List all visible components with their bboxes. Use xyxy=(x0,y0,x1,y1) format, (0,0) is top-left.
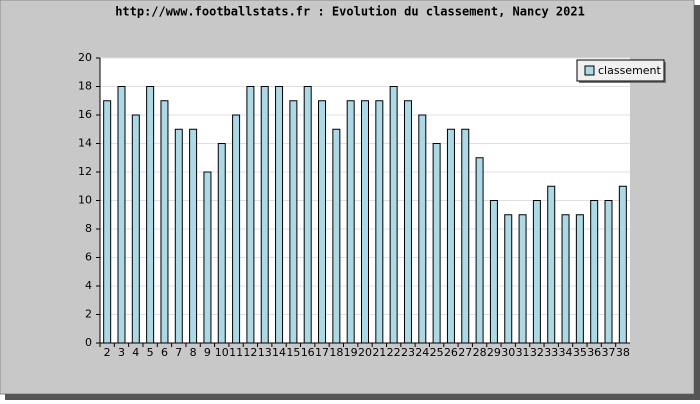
bar xyxy=(146,86,155,344)
bar xyxy=(332,128,341,344)
x-tick-label: 10 xyxy=(215,346,229,359)
bar xyxy=(103,100,112,344)
x-tick-label: 17 xyxy=(315,346,329,359)
bar xyxy=(174,128,183,344)
y-tick-label: 12 xyxy=(78,165,92,178)
x-tick-label: 14 xyxy=(272,346,286,359)
x-tick-label: 4 xyxy=(132,346,139,359)
x-tick-label: 32 xyxy=(530,346,544,359)
bar xyxy=(275,86,284,344)
y-tick-label: 8 xyxy=(85,222,92,235)
bar xyxy=(246,86,255,344)
x-tick-label: 38 xyxy=(616,346,630,359)
shadow xyxy=(5,394,700,400)
x-tick-label: 2 xyxy=(104,346,111,359)
y-tick-label: 14 xyxy=(78,137,92,150)
x-tick-label: 25 xyxy=(430,346,444,359)
bar xyxy=(117,86,126,344)
y-tick-label: 0 xyxy=(85,336,92,349)
x-tick-label: 18 xyxy=(329,346,343,359)
bar xyxy=(289,100,298,344)
y-tick-label: 10 xyxy=(78,194,92,207)
bar xyxy=(203,171,212,344)
x-tick-label: 22 xyxy=(387,346,401,359)
x-tick-label: 16 xyxy=(301,346,315,359)
y-tick-label: 18 xyxy=(78,80,92,93)
x-tick-label: 37 xyxy=(602,346,616,359)
bar xyxy=(418,114,427,344)
shadow xyxy=(694,5,700,400)
x-tick-label: 11 xyxy=(229,346,243,359)
x-tick-label: 29 xyxy=(487,346,501,359)
x-tick-label: 35 xyxy=(573,346,587,359)
x-tick-label: 15 xyxy=(286,346,300,359)
x-tick-label: 31 xyxy=(516,346,530,359)
x-tick-label: 33 xyxy=(544,346,558,359)
bar xyxy=(318,100,327,344)
bar xyxy=(160,100,169,344)
x-tick-label: 21 xyxy=(372,346,386,359)
bar xyxy=(432,143,441,344)
bar xyxy=(547,185,556,344)
x-tick-label: 7 xyxy=(175,346,182,359)
bar xyxy=(590,200,599,344)
legend-box xyxy=(576,59,665,82)
x-tick-label: 13 xyxy=(258,346,272,359)
bar xyxy=(604,200,613,344)
bar xyxy=(475,157,484,344)
bar xyxy=(361,100,369,344)
bar xyxy=(232,114,241,344)
chart-title: http://www.footballstats.fr : Evolution … xyxy=(115,5,585,19)
bar xyxy=(375,100,384,344)
bar xyxy=(532,200,541,344)
x-tick-label: 8 xyxy=(190,346,197,359)
bar xyxy=(131,114,140,344)
x-tick-label: 27 xyxy=(458,346,472,359)
x-tick-label: 19 xyxy=(344,346,358,359)
bar xyxy=(346,100,355,344)
bar xyxy=(303,86,312,344)
bar xyxy=(518,214,527,344)
x-tick-label: 23 xyxy=(401,346,415,359)
legend-label: classement xyxy=(598,64,662,77)
x-tick-label: 12 xyxy=(243,346,257,359)
bar xyxy=(618,185,627,344)
bar xyxy=(489,200,498,344)
x-tick-label: 36 xyxy=(587,346,601,359)
bar xyxy=(260,86,269,344)
y-tick-label: 20 xyxy=(78,51,92,64)
y-tick-label: 6 xyxy=(85,251,92,264)
x-tick-label: 34 xyxy=(559,346,573,359)
y-tick-label: 2 xyxy=(85,308,92,321)
bar xyxy=(446,128,455,344)
x-tick-label: 26 xyxy=(444,346,458,359)
bar xyxy=(217,143,226,344)
bar xyxy=(561,214,570,344)
bar xyxy=(403,100,412,344)
bar xyxy=(461,128,470,344)
legend-swatch xyxy=(584,65,595,76)
x-tick-label: 20 xyxy=(358,346,372,359)
x-tick-label: 30 xyxy=(501,346,515,359)
x-tick-label: 24 xyxy=(415,346,429,359)
x-tick-label: 28 xyxy=(473,346,487,359)
x-tick-label: 6 xyxy=(161,346,168,359)
bar xyxy=(389,86,398,344)
x-tick-label: 9 xyxy=(204,346,211,359)
bar xyxy=(189,128,198,344)
y-tick-label: 4 xyxy=(85,279,92,292)
y-tick-label: 16 xyxy=(78,108,92,121)
x-tick-label: 5 xyxy=(147,346,154,359)
x-tick-label: 3 xyxy=(118,346,125,359)
bar xyxy=(504,214,513,344)
bar xyxy=(575,214,584,344)
